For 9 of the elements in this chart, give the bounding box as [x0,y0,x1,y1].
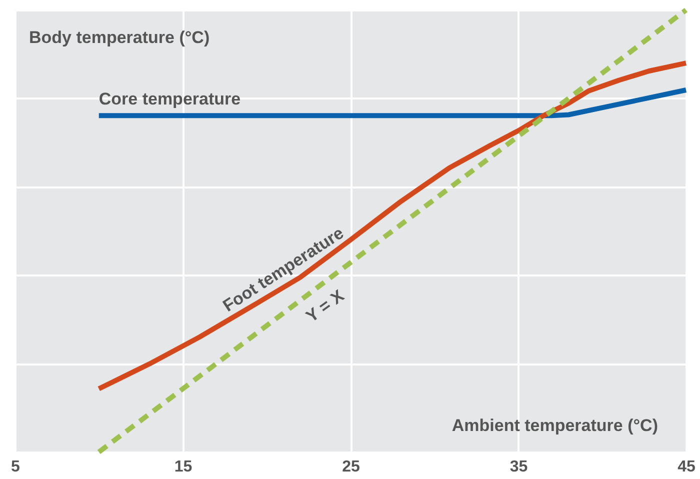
x-axis-title: Ambient temperature (°C) [452,416,658,435]
text: Y = X [302,286,348,326]
x-tick-label: 25 [342,458,360,476]
x-tick-label: 45 [678,458,696,476]
x-tick-label: 35 [510,458,528,476]
x-tick-label: 5 [11,458,20,476]
x-tick-label: 15 [174,458,192,476]
text: Body temperature (°C) [29,28,210,47]
series-label: Core temperature [98,90,241,109]
